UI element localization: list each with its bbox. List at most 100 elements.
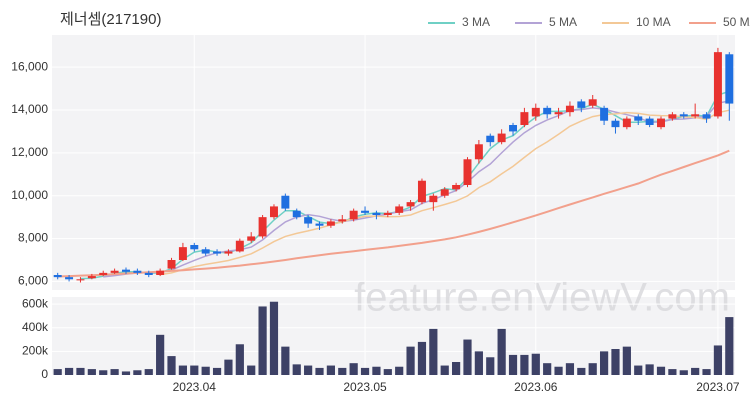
candle-body — [520, 112, 529, 125]
candle-body — [156, 270, 165, 275]
candle-body — [235, 240, 244, 252]
legend-label: 3 MA — [462, 15, 490, 29]
candle-body — [87, 276, 96, 279]
volume-bar — [486, 357, 495, 375]
ma-line — [103, 100, 730, 278]
candle-body — [349, 210, 358, 220]
volume-bar — [110, 369, 119, 375]
candle-body — [531, 107, 540, 117]
ma-line — [57, 149, 730, 278]
candle-body — [657, 118, 665, 128]
candle-body — [440, 189, 449, 196]
y-tick-label: 8,000 — [18, 231, 48, 245]
volume-bar — [474, 351, 483, 375]
candle-body — [543, 107, 552, 115]
y-tick-label: 6,000 — [18, 274, 48, 288]
volume-bar — [429, 328, 438, 375]
candle-body — [725, 54, 734, 104]
candle-body — [429, 195, 438, 203]
candle-body — [258, 217, 267, 237]
y-tick-label: 10,000 — [11, 188, 48, 202]
volume-bar — [281, 346, 290, 375]
volume-bar — [406, 346, 415, 375]
x-tick-label: 2023.05 — [343, 380, 387, 394]
volume-panel — [52, 297, 735, 375]
watermark: feature.enViewV.com — [354, 276, 730, 320]
y-tick-label: 12,000 — [11, 145, 48, 159]
volume-bar — [349, 363, 358, 375]
candle-body — [361, 210, 370, 213]
volume-bar — [360, 367, 370, 375]
volume-bar — [190, 365, 199, 375]
volume-bar — [156, 334, 165, 375]
volume-bar — [99, 370, 108, 375]
candle-body — [588, 99, 597, 106]
volume-bar — [554, 366, 563, 375]
volume-bar — [634, 365, 643, 375]
volume-bar — [258, 306, 267, 375]
volume-bar — [201, 366, 210, 375]
candle-body — [190, 245, 199, 250]
volume-bar — [497, 328, 506, 375]
candle-body — [486, 135, 495, 143]
candle-body — [645, 118, 654, 125]
candle-body — [474, 144, 483, 160]
volume-bar — [383, 369, 392, 375]
y-tick-label: 16,000 — [11, 59, 48, 73]
candle-body — [224, 251, 233, 254]
candle-body — [713, 52, 722, 117]
volume-bar — [235, 344, 244, 375]
volume-bar — [167, 356, 176, 375]
volume-bar — [144, 369, 153, 375]
candle-body — [213, 251, 222, 254]
candle-body — [463, 159, 472, 185]
volume-bar — [269, 301, 279, 375]
candle-body — [417, 180, 426, 203]
legend-label: 10 MA — [636, 15, 671, 29]
volume-bar — [565, 363, 575, 375]
candle-body — [247, 236, 256, 241]
candle-body — [702, 114, 711, 119]
volume-bar — [76, 367, 85, 375]
volume-bar — [247, 365, 256, 375]
volume-bar — [304, 365, 313, 375]
candle-body — [395, 206, 404, 213]
volume-bar — [702, 369, 711, 375]
candle-body — [452, 185, 461, 190]
volume-bar — [508, 354, 518, 375]
candle-body — [315, 223, 324, 226]
volume-bar — [64, 367, 74, 375]
y-tick-label: 14,000 — [11, 102, 48, 116]
candle-body — [679, 114, 688, 117]
volume-bar — [178, 365, 188, 375]
x-tick-label: 2023.04 — [173, 380, 217, 394]
candle-body — [372, 212, 381, 215]
candle-body — [565, 105, 574, 113]
volume-tick-label: 600k — [22, 296, 49, 310]
candle-body — [338, 219, 347, 222]
volume-tick-label: 0 — [41, 367, 48, 381]
candle-body — [611, 120, 620, 128]
candle-body — [554, 112, 563, 115]
ma-line — [159, 109, 730, 276]
candle-body — [122, 269, 130, 272]
chart-title: 제너셈(217190) — [60, 11, 161, 28]
candle-body — [326, 221, 335, 226]
volume-bar — [417, 341, 427, 375]
candle-body — [178, 247, 187, 260]
candle-body — [600, 107, 609, 121]
volume-bar — [121, 371, 131, 375]
legend-label: 50 MA — [723, 15, 750, 29]
volume-bar — [338, 367, 347, 375]
volume-bar — [656, 366, 666, 375]
volume-bar — [440, 365, 449, 375]
volume-bar — [452, 362, 461, 375]
volume-bar — [520, 354, 529, 375]
ma-line — [80, 90, 730, 280]
candle-body — [76, 279, 85, 281]
volume-bar — [224, 359, 233, 375]
volume-bar — [679, 370, 688, 375]
candle-body — [406, 202, 415, 207]
candle-body — [65, 277, 74, 280]
